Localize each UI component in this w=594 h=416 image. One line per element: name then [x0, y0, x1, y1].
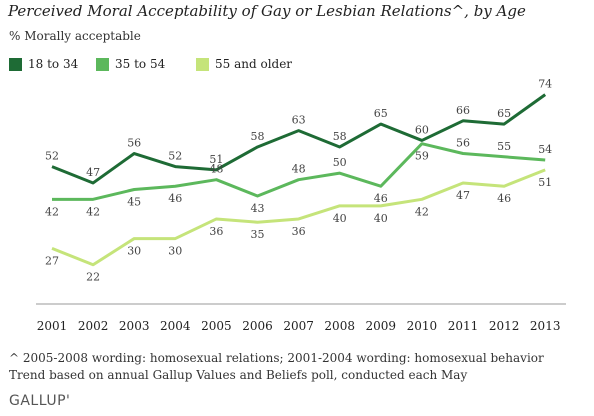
x-tick-label: 2005 — [201, 319, 232, 333]
data-label: 40 — [333, 212, 347, 225]
data-label: 36 — [292, 225, 306, 238]
data-label: 50 — [333, 156, 347, 169]
footnote-source: Trend based on annual Gallup Values and … — [9, 368, 468, 382]
data-label: 27 — [45, 254, 59, 267]
data-label: 66 — [456, 104, 470, 117]
data-label: 56 — [456, 137, 470, 150]
data-label: 46 — [168, 192, 182, 205]
data-label: 47 — [86, 166, 100, 179]
data-label: 30 — [127, 245, 141, 258]
x-tick-label: 2011 — [448, 319, 479, 333]
data-label: 63 — [292, 114, 306, 127]
data-label: 51 — [538, 176, 552, 189]
data-label: 42 — [415, 205, 429, 218]
line-chart: 2001 2002 2003 2004 2005 2006 2007 2008 2009 2010… — [36, 78, 566, 333]
data-label: 58 — [251, 130, 265, 143]
data-label: 45 — [127, 196, 141, 209]
data-label: 42 — [86, 205, 100, 218]
data-label: 43 — [251, 202, 265, 215]
data-label: 65 — [374, 107, 388, 120]
data-label: 42 — [45, 205, 59, 218]
data-label: 46 — [497, 192, 511, 205]
footnotes: ^ 2005-2008 wording: homosexual relation… — [9, 350, 544, 384]
gallup-logo: GALLUP' — [9, 393, 71, 409]
legend-item-35-to-54: 35 to 54 — [96, 57, 165, 71]
data-label: 47 — [456, 189, 470, 202]
x-tick-label: 2001 — [37, 319, 68, 333]
legend-label: 35 to 54 — [115, 57, 166, 71]
data-label: 30 — [168, 245, 182, 258]
series-line-55-and-older — [51, 168, 546, 267]
data-label: 48 — [292, 163, 306, 176]
series-line-18-to-34 — [51, 93, 547, 185]
data-label: 40 — [374, 212, 388, 225]
legend-item-55-and-older: 55 and older — [196, 57, 292, 71]
x-tick-label: 2003 — [119, 319, 150, 333]
legend-label: 55 and older — [215, 57, 293, 71]
data-label: 52 — [168, 150, 182, 163]
data-label: 56 — [127, 137, 141, 150]
x-tick-label: 2006 — [242, 319, 273, 333]
x-tick-label: 2008 — [324, 319, 355, 333]
data-label: 65 — [497, 107, 511, 120]
data-label: 60 — [415, 123, 429, 136]
legend-label: 18 to 34 — [28, 57, 79, 71]
footnote-wording: ^ 2005-2008 wording: homosexual relation… — [9, 351, 544, 365]
x-tick-label: 2010 — [407, 319, 438, 333]
data-label: 48 — [209, 163, 223, 176]
legend-swatch — [9, 57, 22, 71]
data-label: 74 — [538, 78, 552, 91]
data-label: 58 — [333, 130, 347, 143]
legend-swatch — [196, 57, 209, 71]
series-line-35-to-54 — [52, 142, 546, 201]
x-tick-label: 2012 — [489, 319, 520, 333]
legend-item-18-to-34: 18 to 34 — [9, 57, 78, 71]
x-tick-label: 2004 — [160, 319, 191, 333]
x-tick-label: 2007 — [283, 319, 314, 333]
data-label: 54 — [538, 143, 552, 156]
chart-subtitle: % Morally acceptable — [9, 29, 141, 43]
data-label: 36 — [209, 225, 223, 238]
x-tick-label: 2009 — [366, 319, 397, 333]
data-label: 22 — [86, 271, 100, 284]
x-tick-label: 2013 — [530, 319, 561, 333]
data-label: 55 — [497, 140, 511, 153]
data-label: 52 — [45, 150, 59, 163]
chart-title: Perceived Moral Acceptability of Gay or … — [8, 2, 526, 20]
data-label: 51 — [209, 153, 223, 166]
data-label: 46 — [374, 192, 388, 205]
data-label: 35 — [251, 228, 265, 241]
legend-swatch — [96, 57, 109, 71]
data-label: 59 — [415, 150, 429, 163]
x-tick-label: 2002 — [78, 319, 109, 333]
